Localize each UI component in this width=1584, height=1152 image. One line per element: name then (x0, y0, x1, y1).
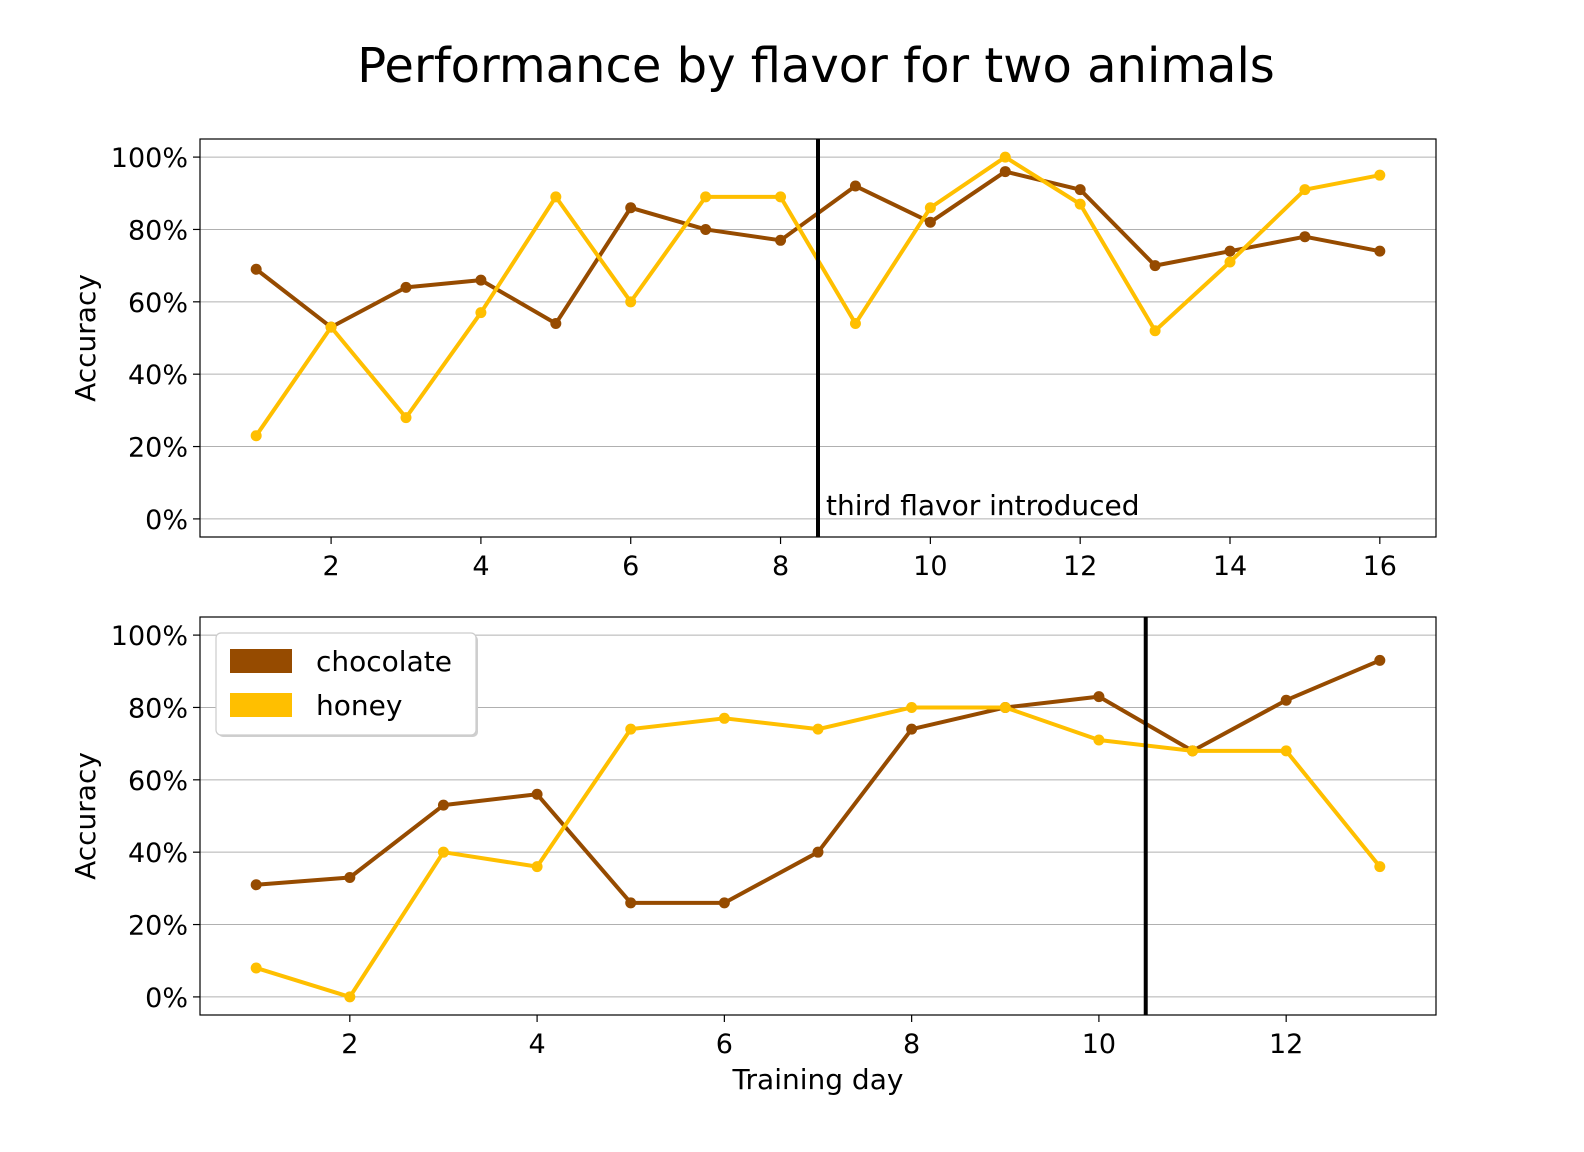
point-chocolate (1374, 245, 1386, 257)
point-chocolate (250, 879, 262, 891)
point-chocolate (625, 897, 637, 909)
point-honey (1299, 184, 1311, 196)
x-tick-label: 4 (472, 551, 489, 582)
y-tick-label: 0% (145, 983, 188, 1014)
point-honey (531, 861, 543, 873)
y-tick-label: 80% (128, 693, 188, 724)
x-tick-label: 6 (716, 1029, 733, 1060)
point-honey (906, 701, 918, 713)
x-tick-label: 6 (622, 551, 639, 582)
point-honey (1224, 256, 1236, 268)
x-tick-label: 12 (1269, 1029, 1303, 1060)
point-honey (475, 307, 487, 319)
figure-title: Performance by flavor for two animals (357, 38, 1275, 94)
point-chocolate (775, 234, 787, 246)
x-tick-label: 14 (1213, 551, 1247, 582)
x-tick-label: 10 (1082, 1029, 1116, 1060)
point-honey (999, 701, 1011, 713)
point-honey (1149, 325, 1161, 337)
y-tick-label: 0% (145, 505, 188, 536)
point-honey (1374, 861, 1386, 873)
point-chocolate (400, 281, 412, 293)
panel-1: 0% 20% 40% 60% 80% 100% 2 4 6 8 10 12 14 16 Accuracy th… (69, 138, 1437, 582)
point-honey (1093, 734, 1105, 746)
legend-label-chocolate: chocolate (316, 645, 452, 678)
point-chocolate (625, 202, 637, 214)
point-honey (775, 191, 787, 203)
point-chocolate (1074, 184, 1086, 196)
point-chocolate (437, 799, 449, 811)
point-honey (625, 296, 637, 308)
y-tick-label: 40% (128, 838, 188, 869)
y-axis-label: Accuracy (69, 752, 102, 880)
y-axis-label: Accuracy (69, 274, 102, 402)
point-honey (325, 321, 337, 333)
axes-frame (199, 138, 1437, 538)
legend: chocolate honey (215, 632, 478, 737)
point-honey (550, 191, 562, 203)
point-chocolate (999, 166, 1011, 178)
point-honey (1374, 169, 1386, 181)
point-honey (924, 202, 936, 214)
x-tick-label: 8 (772, 551, 789, 582)
point-chocolate (924, 216, 936, 228)
legend-label-honey: honey (316, 689, 402, 722)
point-chocolate (812, 846, 824, 858)
point-chocolate (1224, 245, 1236, 257)
y-tick-label: 20% (128, 433, 188, 464)
y-tick-label: 60% (128, 766, 188, 797)
x-axis-label: Training day (732, 1063, 904, 1096)
point-honey (250, 430, 262, 442)
point-chocolate (1093, 691, 1105, 703)
y-tick-label: 40% (128, 360, 188, 391)
legend-swatch-chocolate (230, 649, 292, 673)
x-tick-label: 2 (322, 551, 339, 582)
x-tick-label: 4 (528, 1029, 545, 1060)
y-tick-label: 100% (111, 621, 188, 652)
point-chocolate (1374, 654, 1386, 666)
point-chocolate (250, 263, 262, 275)
point-honey (812, 723, 824, 735)
point-chocolate (849, 180, 861, 192)
point-honey (437, 846, 449, 858)
point-chocolate (550, 318, 562, 330)
x-tick-label: 12 (1063, 551, 1097, 582)
panel-2: 0% 20% 40% 60% 80% 100% 2 4 6 8 10 12 Accuracy Traini… (69, 616, 1437, 1096)
point-chocolate (1280, 694, 1292, 706)
point-chocolate (1299, 231, 1311, 243)
x-tick-label: 16 (1363, 551, 1397, 582)
point-honey (1187, 745, 1199, 757)
point-honey (718, 712, 730, 724)
point-chocolate (475, 274, 487, 286)
annotation-third-flavor: third flavor introduced (826, 489, 1140, 522)
y-tick-label: 20% (128, 911, 188, 942)
y-tick-label: 100% (111, 143, 188, 174)
point-chocolate (531, 788, 543, 800)
x-tick-label: 10 (913, 551, 947, 582)
legend-swatch-honey (230, 693, 292, 717)
point-honey (1280, 745, 1292, 757)
point-chocolate (1149, 260, 1161, 272)
point-honey (1074, 198, 1086, 210)
axes-frame (199, 616, 1437, 1016)
point-chocolate (906, 723, 918, 735)
y-tick-label: 60% (128, 288, 188, 319)
point-honey (999, 151, 1011, 163)
point-honey (344, 991, 356, 1003)
point-honey (700, 191, 712, 203)
point-honey (625, 723, 637, 735)
point-honey (400, 412, 412, 424)
y-tick-label: 80% (128, 215, 188, 246)
point-chocolate (718, 897, 730, 909)
x-tick-label: 8 (903, 1029, 920, 1060)
point-chocolate (344, 872, 356, 884)
point-chocolate (700, 223, 712, 235)
point-honey (849, 318, 861, 330)
x-tick-label: 2 (341, 1029, 358, 1060)
point-honey (250, 962, 262, 974)
